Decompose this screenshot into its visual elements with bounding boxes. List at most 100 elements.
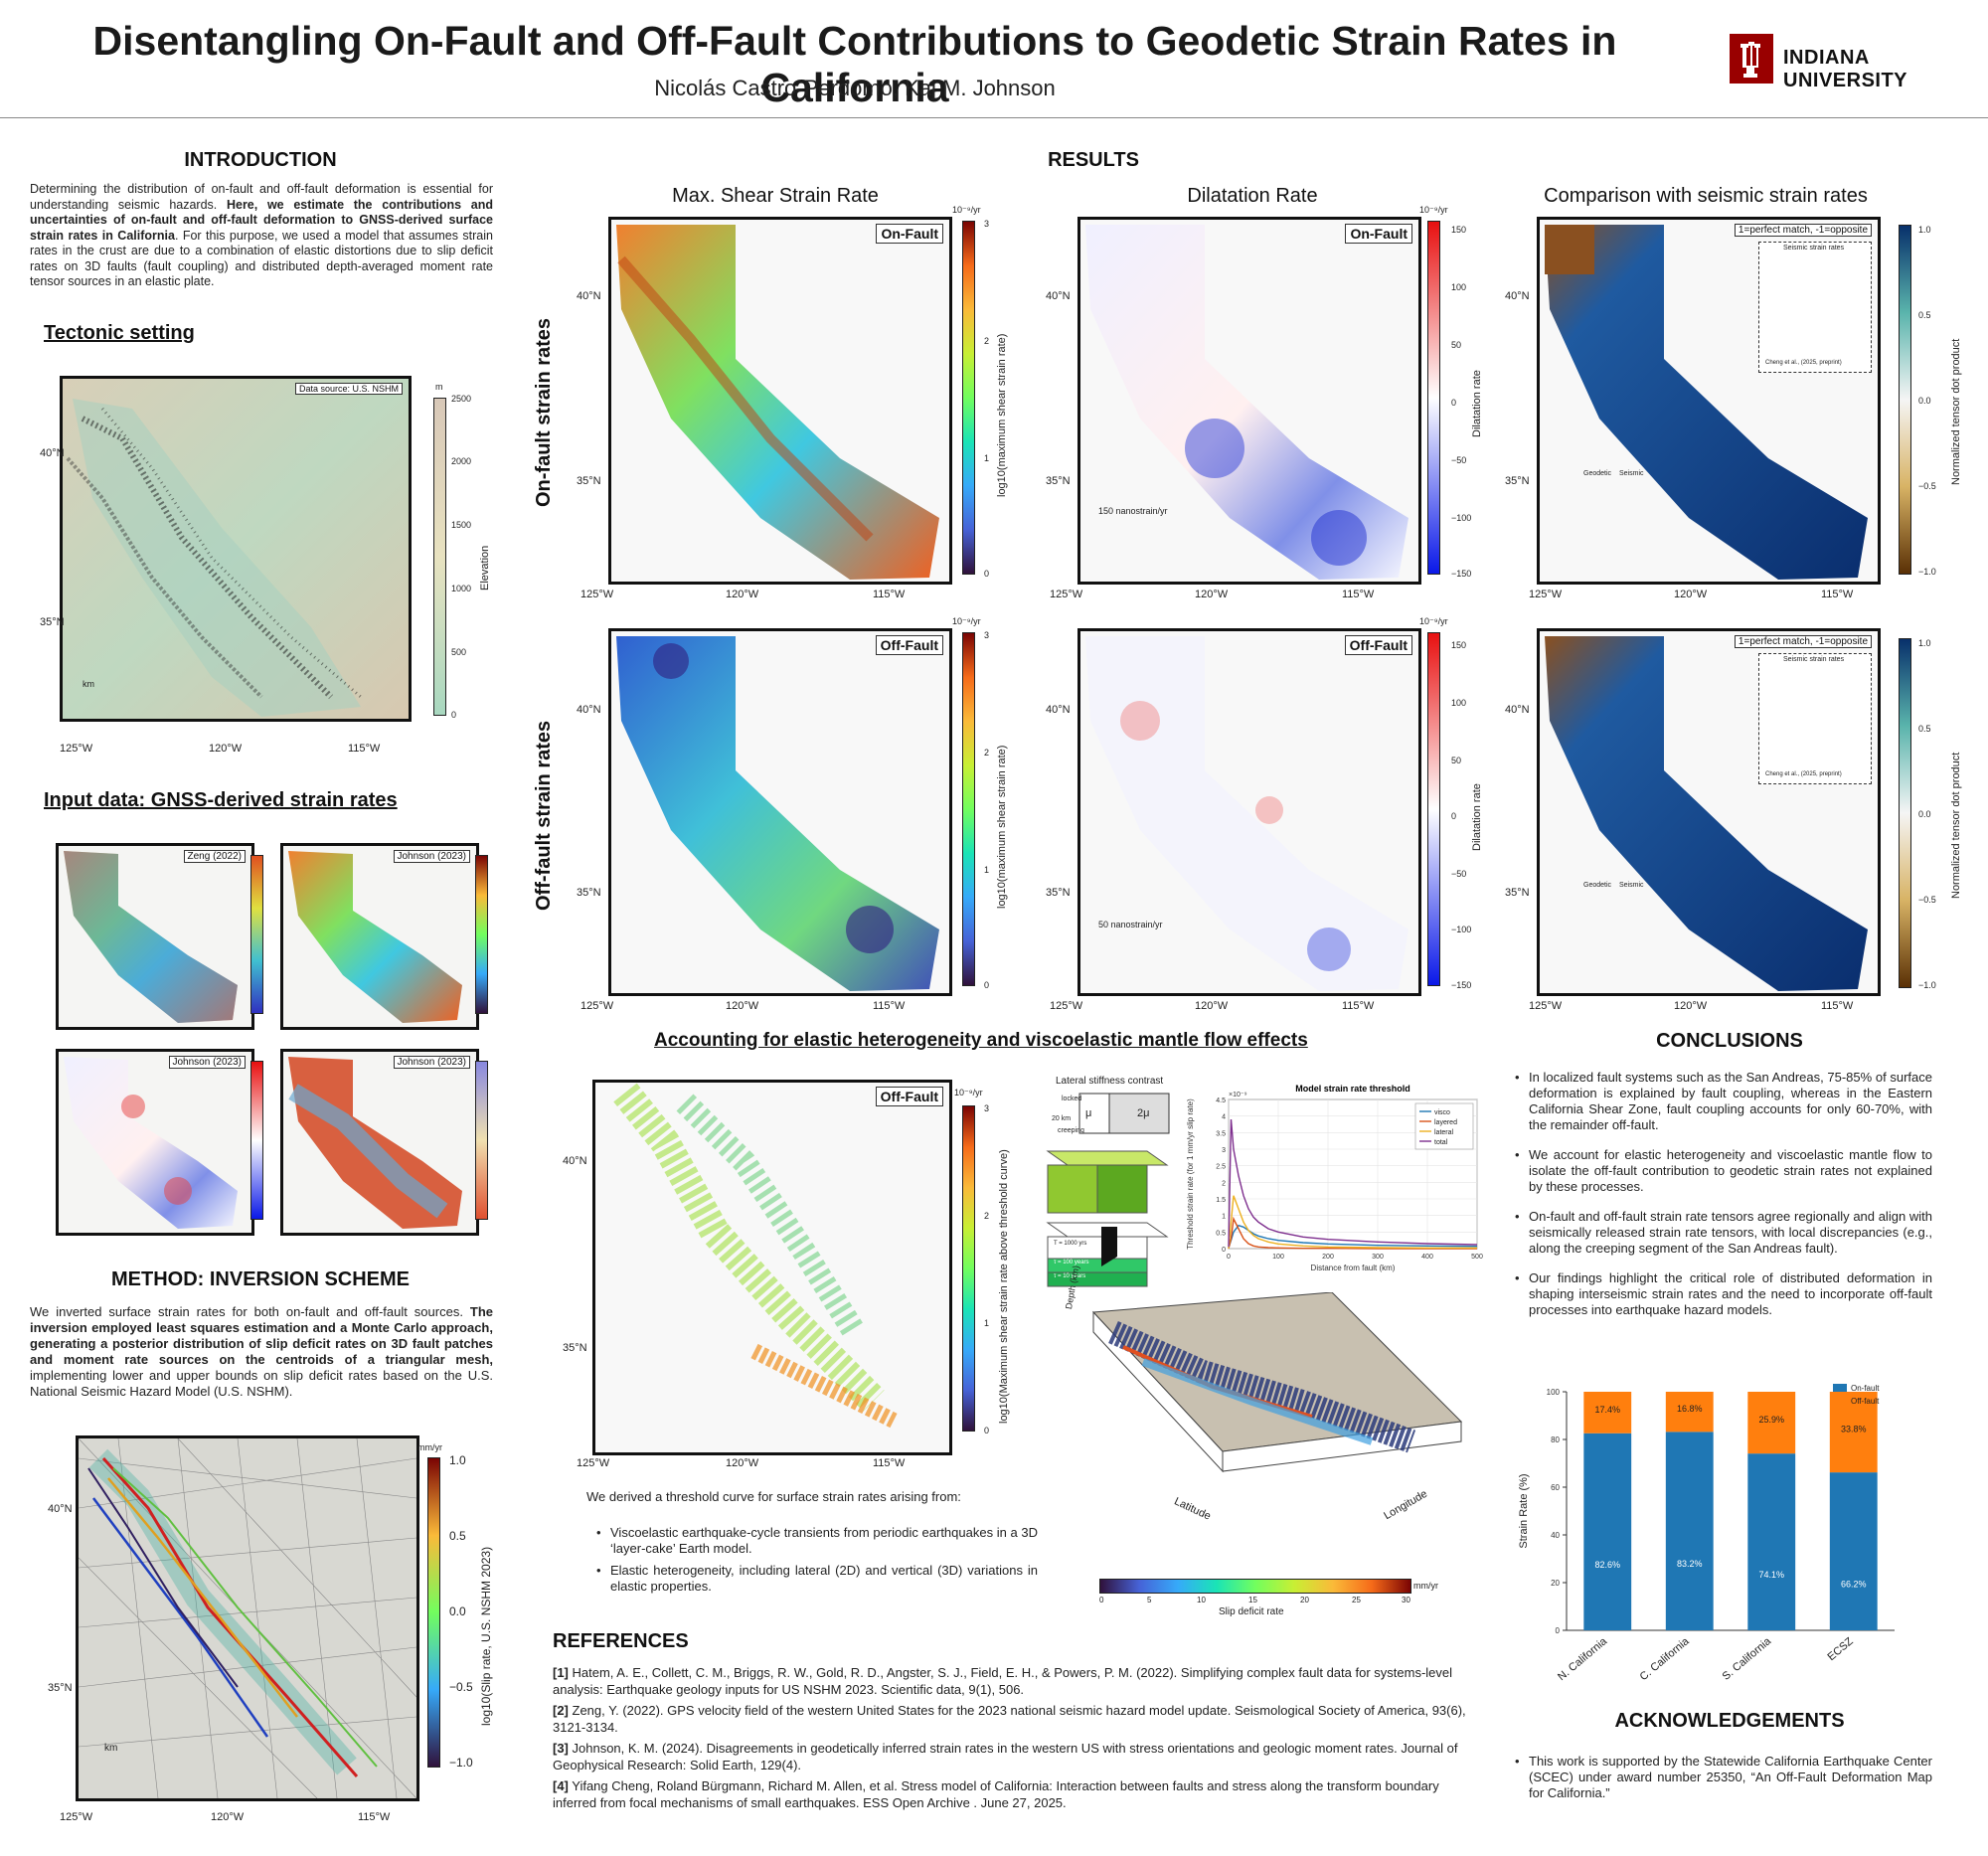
dil-tick: 0 bbox=[1451, 398, 1457, 408]
lat-35: 35°N bbox=[563, 1342, 587, 1354]
lon-125: 125°W bbox=[1050, 1000, 1083, 1012]
map-dil-on: On-Fault 150 nanostrain/yr bbox=[1077, 217, 1421, 585]
x-tick-label: 100 bbox=[1272, 1254, 1284, 1261]
ack-heading: ACKNOWLEDGEMENTS bbox=[1614, 1710, 1845, 1732]
reference-item: [3] Johnson, K. M. (2024). Disagreements… bbox=[553, 1741, 1458, 1772]
match-tag: 1=perfect match, -1=opposite bbox=[1734, 224, 1872, 237]
dot-tick: −0.5 bbox=[1918, 481, 1936, 491]
legend-seismic: Seismic bbox=[1619, 470, 1644, 477]
series-line-lateral bbox=[1228, 1195, 1477, 1250]
dot-colorbar bbox=[1899, 225, 1911, 575]
vector-scale: 50 nanostrain/yr bbox=[1098, 920, 1163, 929]
tectonic-heading: Tectonic setting bbox=[44, 322, 195, 344]
mu2-label: 2μ bbox=[1137, 1107, 1150, 1119]
y-tick-label: 4 bbox=[1222, 1114, 1226, 1121]
slip-colorbar bbox=[427, 1457, 440, 1768]
slip-deficit-tick: 10 bbox=[1197, 1596, 1206, 1604]
lat-35: 35°N bbox=[48, 1682, 73, 1694]
legend-geodetic: Geodetic bbox=[1583, 470, 1612, 477]
dil-tick: 150 bbox=[1451, 225, 1467, 235]
shear-colorbar bbox=[962, 221, 975, 575]
lon-125: 125°W bbox=[60, 743, 93, 755]
on-fault-tag: On-Fault bbox=[876, 224, 943, 244]
lon-120: 120°W bbox=[1195, 589, 1229, 600]
y-tick-label: 1 bbox=[1222, 1214, 1226, 1221]
bar-on-fault bbox=[1829, 1472, 1878, 1630]
conclusion-item: We account for elastic heterogeneity and… bbox=[1515, 1147, 1932, 1195]
slip-deficit-tick: 15 bbox=[1248, 1596, 1257, 1604]
bar-data-label: 33.8% bbox=[1841, 1425, 1867, 1434]
lon-125: 125°W bbox=[1529, 589, 1563, 600]
bar-data-label: 16.8% bbox=[1677, 1404, 1703, 1414]
row-head-off: Off-fault strain rates bbox=[533, 720, 555, 911]
slip-tick: 1.0 bbox=[449, 1453, 466, 1467]
tectonic-map: Data source: U.S. NSHM km bbox=[60, 376, 412, 722]
shear-tick: 2 bbox=[984, 336, 990, 346]
lat-35: 35°N bbox=[1505, 887, 1530, 899]
dot-tick: 0.0 bbox=[1918, 809, 1931, 819]
legend-label: total bbox=[1434, 1139, 1448, 1146]
lon-115: 115°W bbox=[358, 1811, 391, 1823]
series-line-visco bbox=[1228, 1224, 1478, 1249]
input-colorbar bbox=[475, 855, 488, 1014]
slip-tick: 0.0 bbox=[449, 1604, 466, 1618]
col-head-dil: Dilatation Rate bbox=[1187, 185, 1318, 207]
bar-on-fault bbox=[1665, 1432, 1714, 1630]
hetero-tag: Off-Fault bbox=[875, 1087, 943, 1106]
elev-tick: 0 bbox=[451, 710, 457, 720]
seismic-inset: Seismic strain rates Cheng et al., (2025… bbox=[1758, 653, 1872, 784]
legend-label: On-fault bbox=[1851, 1384, 1880, 1393]
y-tick-label: 2.5 bbox=[1216, 1164, 1226, 1171]
elevation-colorbar bbox=[433, 398, 446, 716]
lat-40: 40°N bbox=[48, 1503, 73, 1515]
input-colorbar bbox=[250, 855, 263, 1014]
y-tick-label: 0 bbox=[1222, 1247, 1226, 1254]
input-tag: Johnson (2023) bbox=[393, 1056, 470, 1069]
lon-120: 120°W bbox=[726, 1457, 759, 1469]
legend-label: Off-fault bbox=[1851, 1397, 1880, 1406]
tau3-label: τ = 10 years bbox=[1054, 1273, 1086, 1279]
hetero-bullet: Elastic heterogeneity, including lateral… bbox=[596, 1563, 1038, 1595]
shear-unit: 10⁻⁹/yr bbox=[952, 205, 981, 215]
slip-deficit-colorbar bbox=[1099, 1579, 1411, 1594]
x-tick-label: 300 bbox=[1372, 1254, 1384, 1261]
elev-label: Elevation bbox=[479, 545, 491, 591]
on-fault-tag: On-Fault bbox=[1345, 224, 1412, 244]
dil-tick: −100 bbox=[1451, 925, 1472, 934]
lon-125: 125°W bbox=[1529, 1000, 1563, 1012]
lat-40: 40°N bbox=[1046, 704, 1071, 716]
col-head-shear: Max. Shear Strain Rate bbox=[672, 185, 879, 207]
dil-tick: 50 bbox=[1451, 340, 1462, 350]
dil-tick: −150 bbox=[1451, 980, 1472, 990]
data-source-tag: Data source: U.S. NSHM bbox=[294, 383, 403, 395]
dot-tick: 0.0 bbox=[1918, 396, 1931, 406]
x-tick-label: 500 bbox=[1471, 1254, 1483, 1261]
input-tag: Zeng (2022) bbox=[183, 850, 246, 863]
seismic-inset: Seismic strain rates Cheng et al., (2025… bbox=[1758, 242, 1872, 373]
dil-label: Dilatation rate bbox=[1471, 783, 1483, 851]
shear-unit: 10⁻⁹/yr bbox=[952, 616, 981, 626]
map-shear-on: On-Fault bbox=[608, 217, 952, 585]
shear-label: log10(maximum shear strain rate) bbox=[996, 333, 1008, 497]
dil-tick: 50 bbox=[1451, 756, 1462, 765]
dil-colorbar bbox=[1427, 221, 1440, 575]
input-tag: Johnson (2023) bbox=[393, 850, 470, 863]
x-tick-label: 200 bbox=[1322, 1254, 1334, 1261]
shear-tick: 1 bbox=[984, 453, 990, 463]
x-tick-label: 400 bbox=[1421, 1254, 1433, 1261]
input-map-johnson-shear: Johnson (2023) bbox=[280, 843, 479, 1030]
inset-label: Seismic strain rates bbox=[1783, 245, 1845, 252]
legend-seismic: Seismic bbox=[1619, 882, 1644, 889]
lat-35: 35°N bbox=[1505, 475, 1530, 487]
hetero-unit: 10⁻⁹/yr bbox=[954, 1088, 983, 1097]
bar-data-label: 17.4% bbox=[1594, 1405, 1620, 1415]
bar-data-label: 25.9% bbox=[1758, 1415, 1784, 1425]
bar-off-fault bbox=[1829, 1392, 1878, 1473]
conclusion-item: On-fault and off-fault strain rate tenso… bbox=[1515, 1209, 1932, 1257]
hetero-tick: 0 bbox=[984, 1426, 990, 1435]
slip-tick: 0.5 bbox=[449, 1529, 466, 1543]
off-fault-tag: Off-Fault bbox=[875, 635, 943, 655]
dil-label: Dilatation rate bbox=[1471, 370, 1483, 437]
shear-colorbar bbox=[962, 632, 975, 986]
lon-115: 115°W bbox=[348, 743, 381, 755]
